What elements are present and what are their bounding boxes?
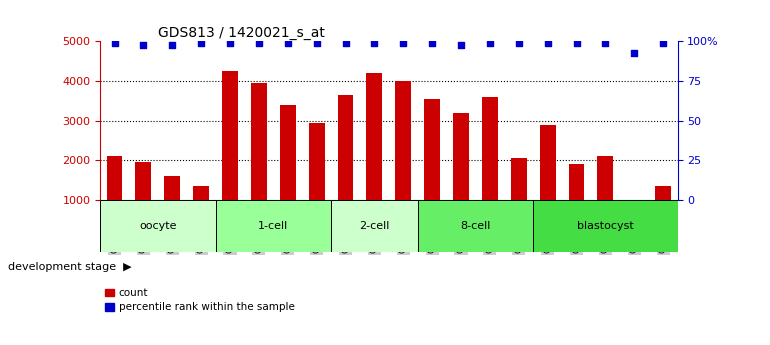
Bar	[533, 200, 678, 252]
Legend: count, percentile rank within the sample: count, percentile rank within the sample	[105, 288, 295, 312]
Bar	[222, 71, 238, 240]
Bar	[164, 176, 180, 240]
Bar	[655, 186, 671, 240]
Bar	[424, 99, 440, 240]
Point	[109, 40, 121, 46]
Bar	[367, 73, 383, 240]
Point	[513, 40, 525, 46]
Point	[571, 40, 583, 46]
Bar	[216, 200, 331, 252]
Bar	[540, 125, 556, 240]
Point	[340, 40, 352, 46]
Point	[657, 40, 669, 46]
Point	[455, 42, 467, 47]
Point	[628, 50, 641, 55]
Point	[484, 40, 496, 46]
Bar	[568, 164, 584, 240]
Text: GDS813 / 1420021_s_at: GDS813 / 1420021_s_at	[158, 26, 325, 40]
Text: oocyte: oocyte	[139, 221, 176, 231]
Bar	[511, 158, 527, 240]
Point	[397, 40, 410, 46]
Bar	[331, 200, 417, 252]
Bar	[482, 97, 498, 240]
Bar	[417, 200, 533, 252]
Point	[426, 40, 438, 46]
Point	[137, 42, 149, 47]
Bar	[100, 200, 216, 252]
Point	[224, 40, 236, 46]
Bar	[626, 200, 642, 240]
Text: 1-cell: 1-cell	[258, 221, 289, 231]
Point	[599, 40, 611, 46]
Point	[310, 40, 323, 46]
Point	[253, 40, 265, 46]
Text: 2-cell: 2-cell	[360, 221, 390, 231]
Point	[195, 40, 207, 46]
Bar	[193, 186, 209, 240]
Bar	[136, 162, 152, 240]
Point	[541, 40, 554, 46]
Point	[166, 42, 179, 47]
Bar	[106, 156, 122, 240]
Point	[368, 40, 380, 46]
Point	[282, 40, 294, 46]
Bar	[395, 81, 411, 240]
Bar	[251, 83, 267, 240]
Text: blastocyst: blastocyst	[577, 221, 634, 231]
Bar	[309, 123, 325, 240]
Text: development stage  ▶: development stage ▶	[8, 263, 132, 272]
Bar	[598, 156, 614, 240]
Text: 8-cell: 8-cell	[460, 221, 490, 231]
Bar	[337, 95, 353, 240]
Bar	[280, 105, 296, 240]
Bar	[453, 113, 469, 240]
